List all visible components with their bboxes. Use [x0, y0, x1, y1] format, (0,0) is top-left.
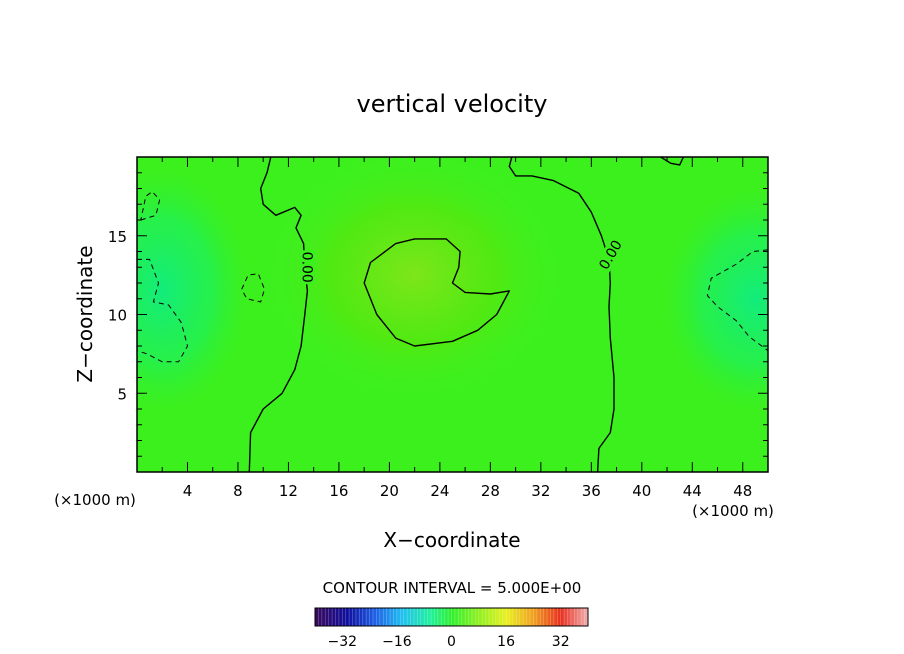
- x-unit-left: (×1000 m): [54, 491, 136, 509]
- colorbar-tick-label: 16: [497, 634, 515, 650]
- field-min-right: [665, 190, 768, 410]
- colorbar-tick-label: 0: [447, 634, 456, 650]
- colorbar-tick-label: −32: [328, 634, 358, 650]
- colorbar-gradient: [315, 608, 588, 626]
- x-tick-label: 36: [582, 482, 601, 500]
- colorbar-ticks: −32 −16 0 16 32: [328, 634, 570, 650]
- colorbar-bins: [318, 608, 585, 626]
- contour-label: 0.00: [298, 252, 314, 283]
- contour-neg-right: [706, 249, 768, 352]
- field-min-left: [137, 170, 247, 410]
- contour-neg-left-top: [140, 190, 161, 221]
- x-tick-label: 20: [380, 482, 399, 500]
- y-axis: 5 10 15: [108, 172, 768, 457]
- x-axis: 4 8 12 16 20 24 28 32 36 40 44 48: [161, 157, 752, 500]
- colorbar-tick-label: −16: [382, 634, 412, 650]
- x-tick-label: 24: [430, 482, 449, 500]
- y-tick-label: 5: [117, 385, 127, 403]
- contour-pos-5-center: [363, 238, 510, 347]
- contour-zero-top: [660, 157, 685, 166]
- colorbar-frame: [314, 607, 589, 627]
- x-tick-label: 28: [481, 482, 500, 500]
- x-tick-label: 8: [233, 482, 243, 500]
- y-axis-label: Z−coordinate: [73, 245, 97, 382]
- contour-label-bg: [299, 250, 316, 285]
- x-tick-label: 40: [632, 482, 651, 500]
- x-unit-right: (×1000 m): [692, 502, 774, 520]
- chart-title: vertical velocity: [357, 90, 548, 118]
- field-layer: [137, 157, 768, 472]
- field-max-center: [264, 157, 564, 400]
- contour-neg-left-low: [137, 258, 189, 363]
- colorbar-tick-label: 32: [552, 634, 570, 650]
- x-tick-label: 32: [531, 482, 550, 500]
- x-tick-label: 12: [279, 482, 298, 500]
- x-axis-label: X−coordinate: [383, 528, 520, 552]
- x-tick-label: 16: [329, 482, 348, 500]
- contour-label-bg: [594, 235, 626, 274]
- contour-interval-text: CONTOUR INTERVAL = 5.000E+00: [323, 579, 582, 597]
- colorbar: −32 −16 0 16 32: [314, 607, 589, 650]
- y-tick-label: 10: [108, 307, 127, 325]
- x-tick-label: 44: [683, 482, 702, 500]
- y-tick-label: 15: [108, 228, 127, 246]
- x-tick-label: 4: [183, 482, 193, 500]
- x-tick-label: 48: [733, 482, 752, 500]
